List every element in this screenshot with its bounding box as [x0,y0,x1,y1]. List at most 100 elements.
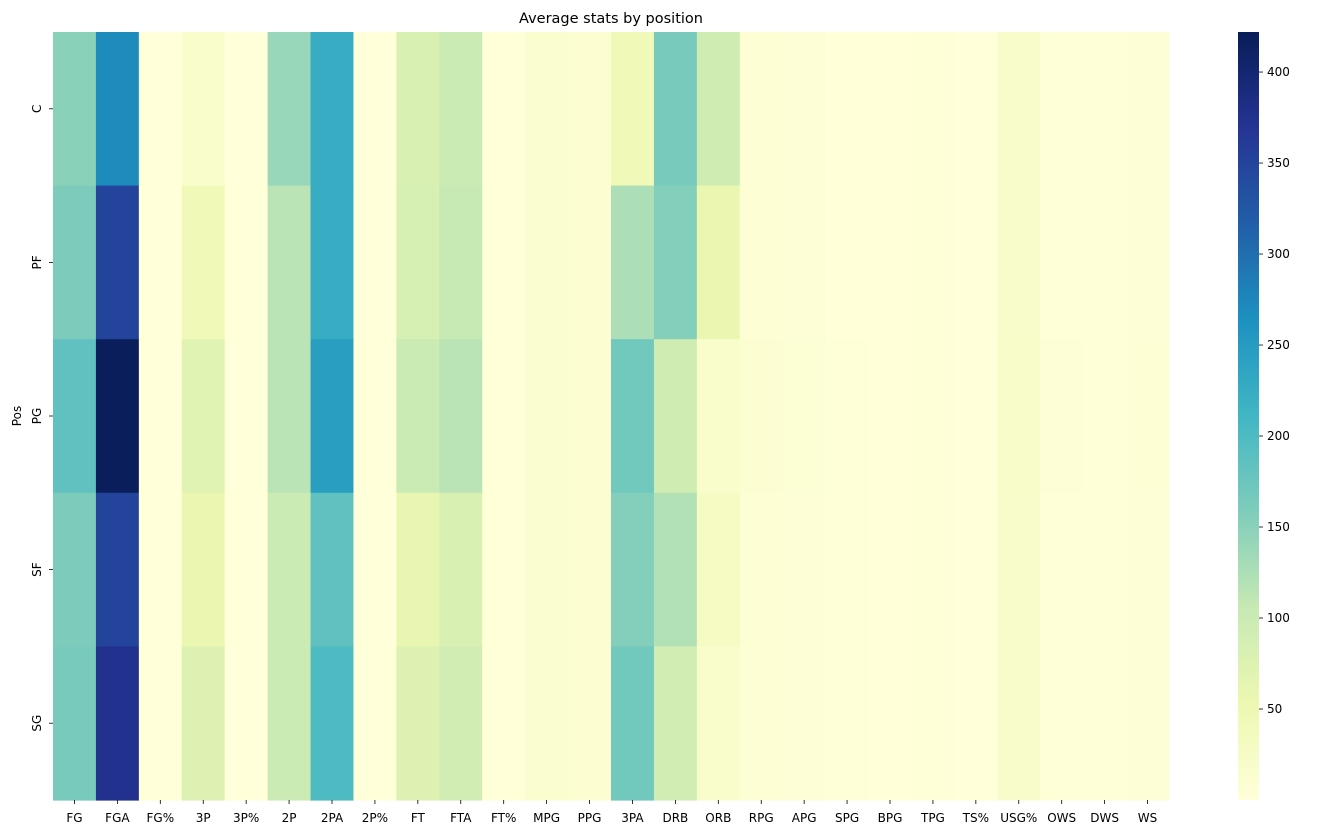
x-tick-label: TPG [920,811,945,825]
heatmap-cell-PG-APG [782,339,827,494]
heatmap-cell-PF-ORB [696,185,741,340]
y-tick-label: PG [30,408,44,425]
heatmap-cell-SF-FT% [482,492,526,647]
heatmap-cell-SG-3P% [224,646,269,801]
x-tick-label: RPG [749,811,774,825]
heatmap-cell-PG-2PA [310,339,355,494]
heatmap-cell-C-3P [181,32,226,187]
heatmap-cell-SG-FT [396,646,440,801]
heatmap-cell-PF-2P [267,185,312,340]
x-tick-label: WS [1138,811,1157,825]
heatmap-cell-SF-3PA [611,492,655,647]
heatmap-cell-PG-TPG [911,339,955,494]
heatmap-cell-PG-DWS [1083,339,1127,494]
heatmap-cell-SG-DWS [1083,646,1127,801]
heatmap-cell-SF-WS [1126,492,1170,647]
heatmap-cell-PF-3P [181,185,226,340]
heatmap-cell-SG-APG [782,646,827,801]
heatmap-cell-SF-2P [267,492,312,647]
heatmap-cell-PF-FT% [482,185,526,340]
heatmap-cell-SG-ORB [696,646,741,801]
heatmap-cell-SG-OWS [1040,646,1084,801]
heatmap-cell-SG-USG% [997,646,1041,801]
heatmap-cell-SF-RPG [739,492,784,647]
heatmap-cell-C-WS [1126,32,1170,187]
heatmap-cell-C-2PA [310,32,355,187]
heatmap-cell-SG-2P% [353,646,397,801]
heatmap-cell-PF-FG [53,185,97,340]
heatmap-cell-PG-FG [53,339,97,494]
heatmap-cell-C-2P [267,32,312,187]
heatmap-cell-SF-PPG [568,492,612,647]
heatmap-cell-PF-PPG [568,185,612,340]
colorbar-tick-label: 350 [1267,156,1290,170]
heatmap-cell-C-PPG [568,32,612,187]
y-tick-label: PF [30,255,44,269]
y-tick-label: SG [30,715,44,732]
x-tick-label: USG% [1000,811,1037,825]
colorbar-tick-label: 250 [1267,338,1290,352]
heatmap-cell-PG-USG% [997,339,1041,494]
heatmap-cell-PG-ORB [696,339,741,494]
heatmap-cell-SF-3P% [224,492,269,647]
heatmap-cell-SG-PPG [568,646,612,801]
heatmap-cell-C-DRB [653,32,698,187]
heatmap-cell-C-ORB [696,32,741,187]
heatmap-cell-C-USG% [997,32,1041,187]
x-tick-label: ORB [705,811,731,825]
heatmap-cell-C-SPG [825,32,870,187]
heatmap-cell-C-FG% [138,32,183,187]
heatmap-cell-SG-RPG [739,646,784,801]
heatmap-cell-PF-WS [1126,185,1170,340]
heatmap-cells [53,32,1170,801]
heatmap-cell-SF-APG [782,492,827,647]
x-tick-label: FGA [105,811,130,825]
colorbar-tick-label: 100 [1267,611,1290,625]
x-tick-label: 2PA [321,811,344,825]
heatmap-cell-C-TPG [911,32,955,187]
heatmap-cell-PF-3P% [224,185,269,340]
heatmap-cell-C-FT% [482,32,526,187]
chart-title: Average stats by position [519,11,703,27]
heatmap-cell-SG-3PA [611,646,655,801]
heatmap-cell-PG-RPG [739,339,784,494]
heatmap-cell-PF-BPG [868,185,913,340]
heatmap-cell-SF-FG [53,492,97,647]
x-tick-label: FG [66,811,82,825]
heatmap-cell-C-OWS [1040,32,1084,187]
x-tick-label: APG [792,811,817,825]
heatmap-cell-PF-DWS [1083,185,1127,340]
heatmap-cell-PG-FGA [95,339,140,494]
heatmap-cell-SF-2P% [353,492,397,647]
heatmap-cell-SF-MPG [525,492,569,647]
x-tick-label: 3P% [233,811,259,825]
heatmap-cell-PG-FG% [138,339,183,494]
y-axis: C PF PG SF SG [30,105,53,732]
heatmap-cell-PG-WS [1126,339,1170,494]
heatmap-cell-SF-FT [396,492,440,647]
heatmap-cell-SG-2PA [310,646,355,801]
x-tick-label: TS% [962,811,989,825]
heatmap-cell-C-2P% [353,32,397,187]
heatmap-cell-PF-FGA [95,185,140,340]
heatmap-cell-PF-FT [396,185,440,340]
heatmap-cell-C-3PA [611,32,655,187]
heatmap-cell-PF-APG [782,185,827,340]
x-tick-label: DWS [1090,811,1119,825]
heatmap-cell-PF-RPG [739,185,784,340]
heatmap-cell-PG-3P% [224,339,269,494]
heatmap-cell-PG-FTA [439,339,483,494]
x-tick-label: FTA [450,811,472,825]
heatmap-cell-PG-FT% [482,339,526,494]
x-tick-label: FG% [147,811,175,825]
heatmap-cell-PG-TS% [954,339,998,494]
colorbar-tick-label: 50 [1267,702,1282,716]
heatmap-cell-C-APG [782,32,827,187]
x-tick-label: 2P% [362,811,388,825]
x-tick-label: SPG [835,811,859,825]
heatmap-cell-C-TS% [954,32,998,187]
heatmap-cell-PF-MPG [525,185,569,340]
heatmap-cell-C-3P% [224,32,269,187]
